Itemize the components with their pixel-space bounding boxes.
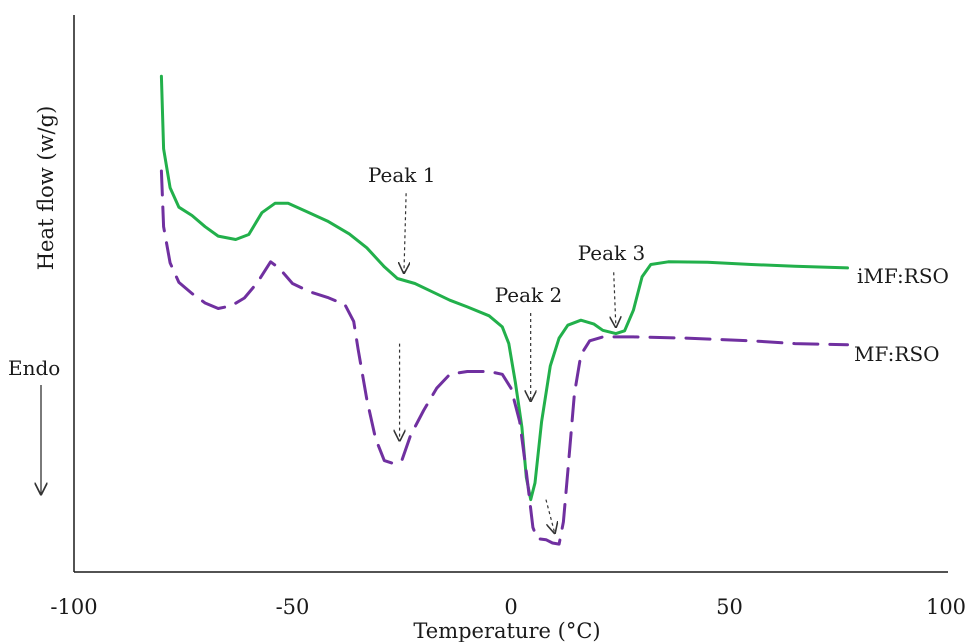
series-label-imf-rso: iMF:RSO — [857, 264, 949, 288]
x-axis-label: Temperature (°C) — [413, 619, 600, 642]
x-tick-label: -100 — [50, 595, 97, 619]
series-label-mf-rso: MF:RSO — [854, 342, 940, 366]
peak-arrow — [614, 272, 616, 327]
series-line-mf-rso — [159, 169, 849, 546]
series-line-imf-rso — [159, 74, 849, 502]
x-tick-label: 0 — [504, 595, 517, 619]
series-group — [159, 74, 849, 546]
peak-arrow — [404, 193, 406, 273]
peak-label: Peak 3 — [578, 241, 646, 265]
endo-label: Endo — [8, 356, 60, 380]
y-axis-label: Heat flow (w/g) — [34, 106, 58, 271]
peak-label: Peak 1 — [368, 163, 436, 187]
peak-annotations: Peak 1 Peak 2 Peak 3 — [368, 163, 645, 533]
peak-label: Peak 2 — [495, 283, 563, 307]
peak-arrow — [545, 499, 555, 533]
x-tick-labels: -100 -50 0 50 100 — [50, 595, 966, 619]
x-tick-label: 100 — [926, 595, 966, 619]
x-tick-label: 50 — [716, 595, 743, 619]
x-tick-label: -50 — [276, 595, 310, 619]
